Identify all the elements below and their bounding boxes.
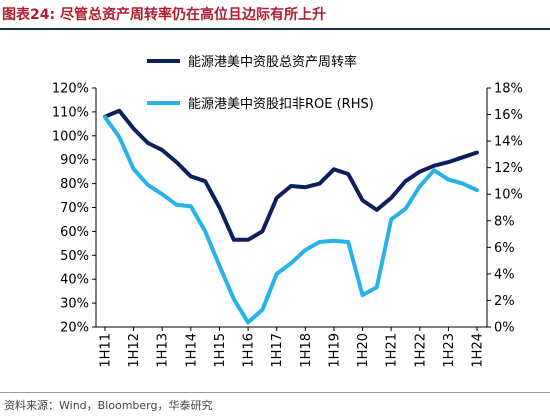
- right-tick-label: 10%: [494, 188, 523, 203]
- series-line-1: [103, 108, 479, 242]
- series-line-2: [103, 115, 479, 325]
- x-tick-label: 1H19: [327, 333, 342, 368]
- footer-divider: [0, 392, 550, 393]
- right-tick-label: 14%: [494, 135, 523, 150]
- x-tick-label: 1H23: [442, 333, 457, 368]
- left-tick-label: 30%: [60, 297, 89, 312]
- x-tick-label: 1H17: [270, 333, 285, 368]
- left-tick-label: 70%: [60, 201, 89, 216]
- x-tick-label: 1H24: [471, 333, 486, 368]
- legend-label-2: 能源港美中资股扣非ROE (RHS): [188, 97, 374, 112]
- x-tick-label: 1H11: [99, 333, 114, 368]
- left-tick-label: 50%: [60, 249, 89, 264]
- right-tick-label: 16%: [494, 108, 523, 123]
- left-tick-label: 90%: [60, 153, 89, 168]
- left-tick-label: 40%: [60, 273, 89, 288]
- chart-title: 图表24: 尽管总资产周转率仍在高位且边际有所上升: [2, 7, 326, 23]
- source-note: 资料来源：Wind，Bloomberg，华泰研究: [4, 399, 213, 412]
- left-tick-label: 20%: [60, 321, 89, 336]
- x-tick-label: 1H14: [184, 333, 199, 368]
- right-tick-label: 6%: [494, 241, 515, 256]
- x-tick-label: 1H18: [299, 333, 314, 368]
- right-tick-label: 18%: [494, 82, 523, 97]
- x-tick-label: 1H12: [127, 333, 142, 368]
- x-tick-label: 1H15: [213, 333, 228, 368]
- x-tick-label: 1H22: [413, 333, 428, 368]
- right-tick-label: 8%: [494, 214, 515, 229]
- title-bar: 图表24: 尽管总资产周转率仍在高位且边际有所上升: [0, 0, 550, 30]
- right-tick-label: 0%: [494, 321, 515, 336]
- left-tick-label: 110%: [52, 105, 89, 120]
- x-tick-label: 1H20: [356, 333, 371, 368]
- right-tick-label: 12%: [494, 161, 523, 176]
- right-tick-label: 4%: [494, 267, 515, 282]
- x-tick-label: 1H13: [156, 333, 171, 368]
- right-tick-label: 2%: [494, 294, 515, 309]
- x-tick-label: 1H21: [385, 333, 400, 368]
- legend-label-1: 能源港美中资股总资产周转率: [188, 54, 357, 70]
- left-tick-label: 120%: [52, 82, 89, 97]
- left-tick-label: 60%: [60, 225, 89, 240]
- left-tick-label: 100%: [52, 129, 89, 144]
- left-tick-label: 80%: [60, 177, 89, 192]
- x-tick-label: 1H16: [242, 333, 257, 368]
